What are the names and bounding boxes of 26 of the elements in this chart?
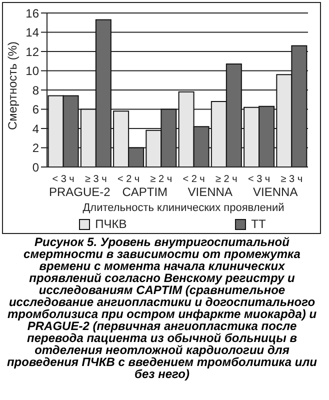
y-axis-title: Смертность (%) (5, 41, 20, 130)
x-tick-label: ≥ 2 ч (150, 174, 172, 186)
x-tick-label: ≥ 3 ч (85, 174, 107, 186)
y-tick-label: 16 (26, 6, 40, 20)
y-tick-label: 14 (26, 26, 40, 40)
x-tick-label: ≥ 3 ч (280, 174, 303, 186)
y-tick-label: 10 (26, 64, 40, 78)
y-tick-label: 12 (26, 44, 40, 59)
x-tick-label: < 2 ч (182, 174, 205, 186)
legend-label: ПЧКВ (94, 217, 127, 231)
x-tick-label: < 3 ч (248, 174, 270, 186)
text: VIENNA (186, 185, 234, 199)
legend-label: ТТ (250, 217, 266, 231)
y-tick-label: 2 (32, 141, 40, 156)
text: VIENNA (252, 185, 299, 199)
chart-title: Рисунок 5. Уровень внутригоспитальной смертности в зависимости от промежутка времени с момента начала клинических проявлений согласно Венскому регистру и исследованиям CAPTIM (сравнительное исследование ангиопластики и догоспитального тромболизиса при остром инфаркте миокарда) и PRAGUE-2 (первичная ангиопластика после перевода пациента из обычной больницы в отделения неотложной кардиологии для проведения ПЧКВ с введением тромболитика или без него) (6, 235, 318, 381)
x-tick-label: ≥ 2 ч (216, 174, 238, 186)
x-axis-title: Длительность клинических проявлений (82, 202, 286, 214)
text: PRAGUE-2 (48, 185, 112, 199)
y-tick-label: 8 (32, 83, 40, 98)
text: CAPTIM (121, 185, 169, 199)
x-tick-label: < 3 ч (52, 174, 74, 186)
y-tick-label: 4 (32, 122, 40, 136)
x-tick-label: < 2 ч (117, 174, 140, 186)
y-tick-label: 0 (32, 160, 40, 174)
y-tick-label: 6 (32, 102, 40, 117)
